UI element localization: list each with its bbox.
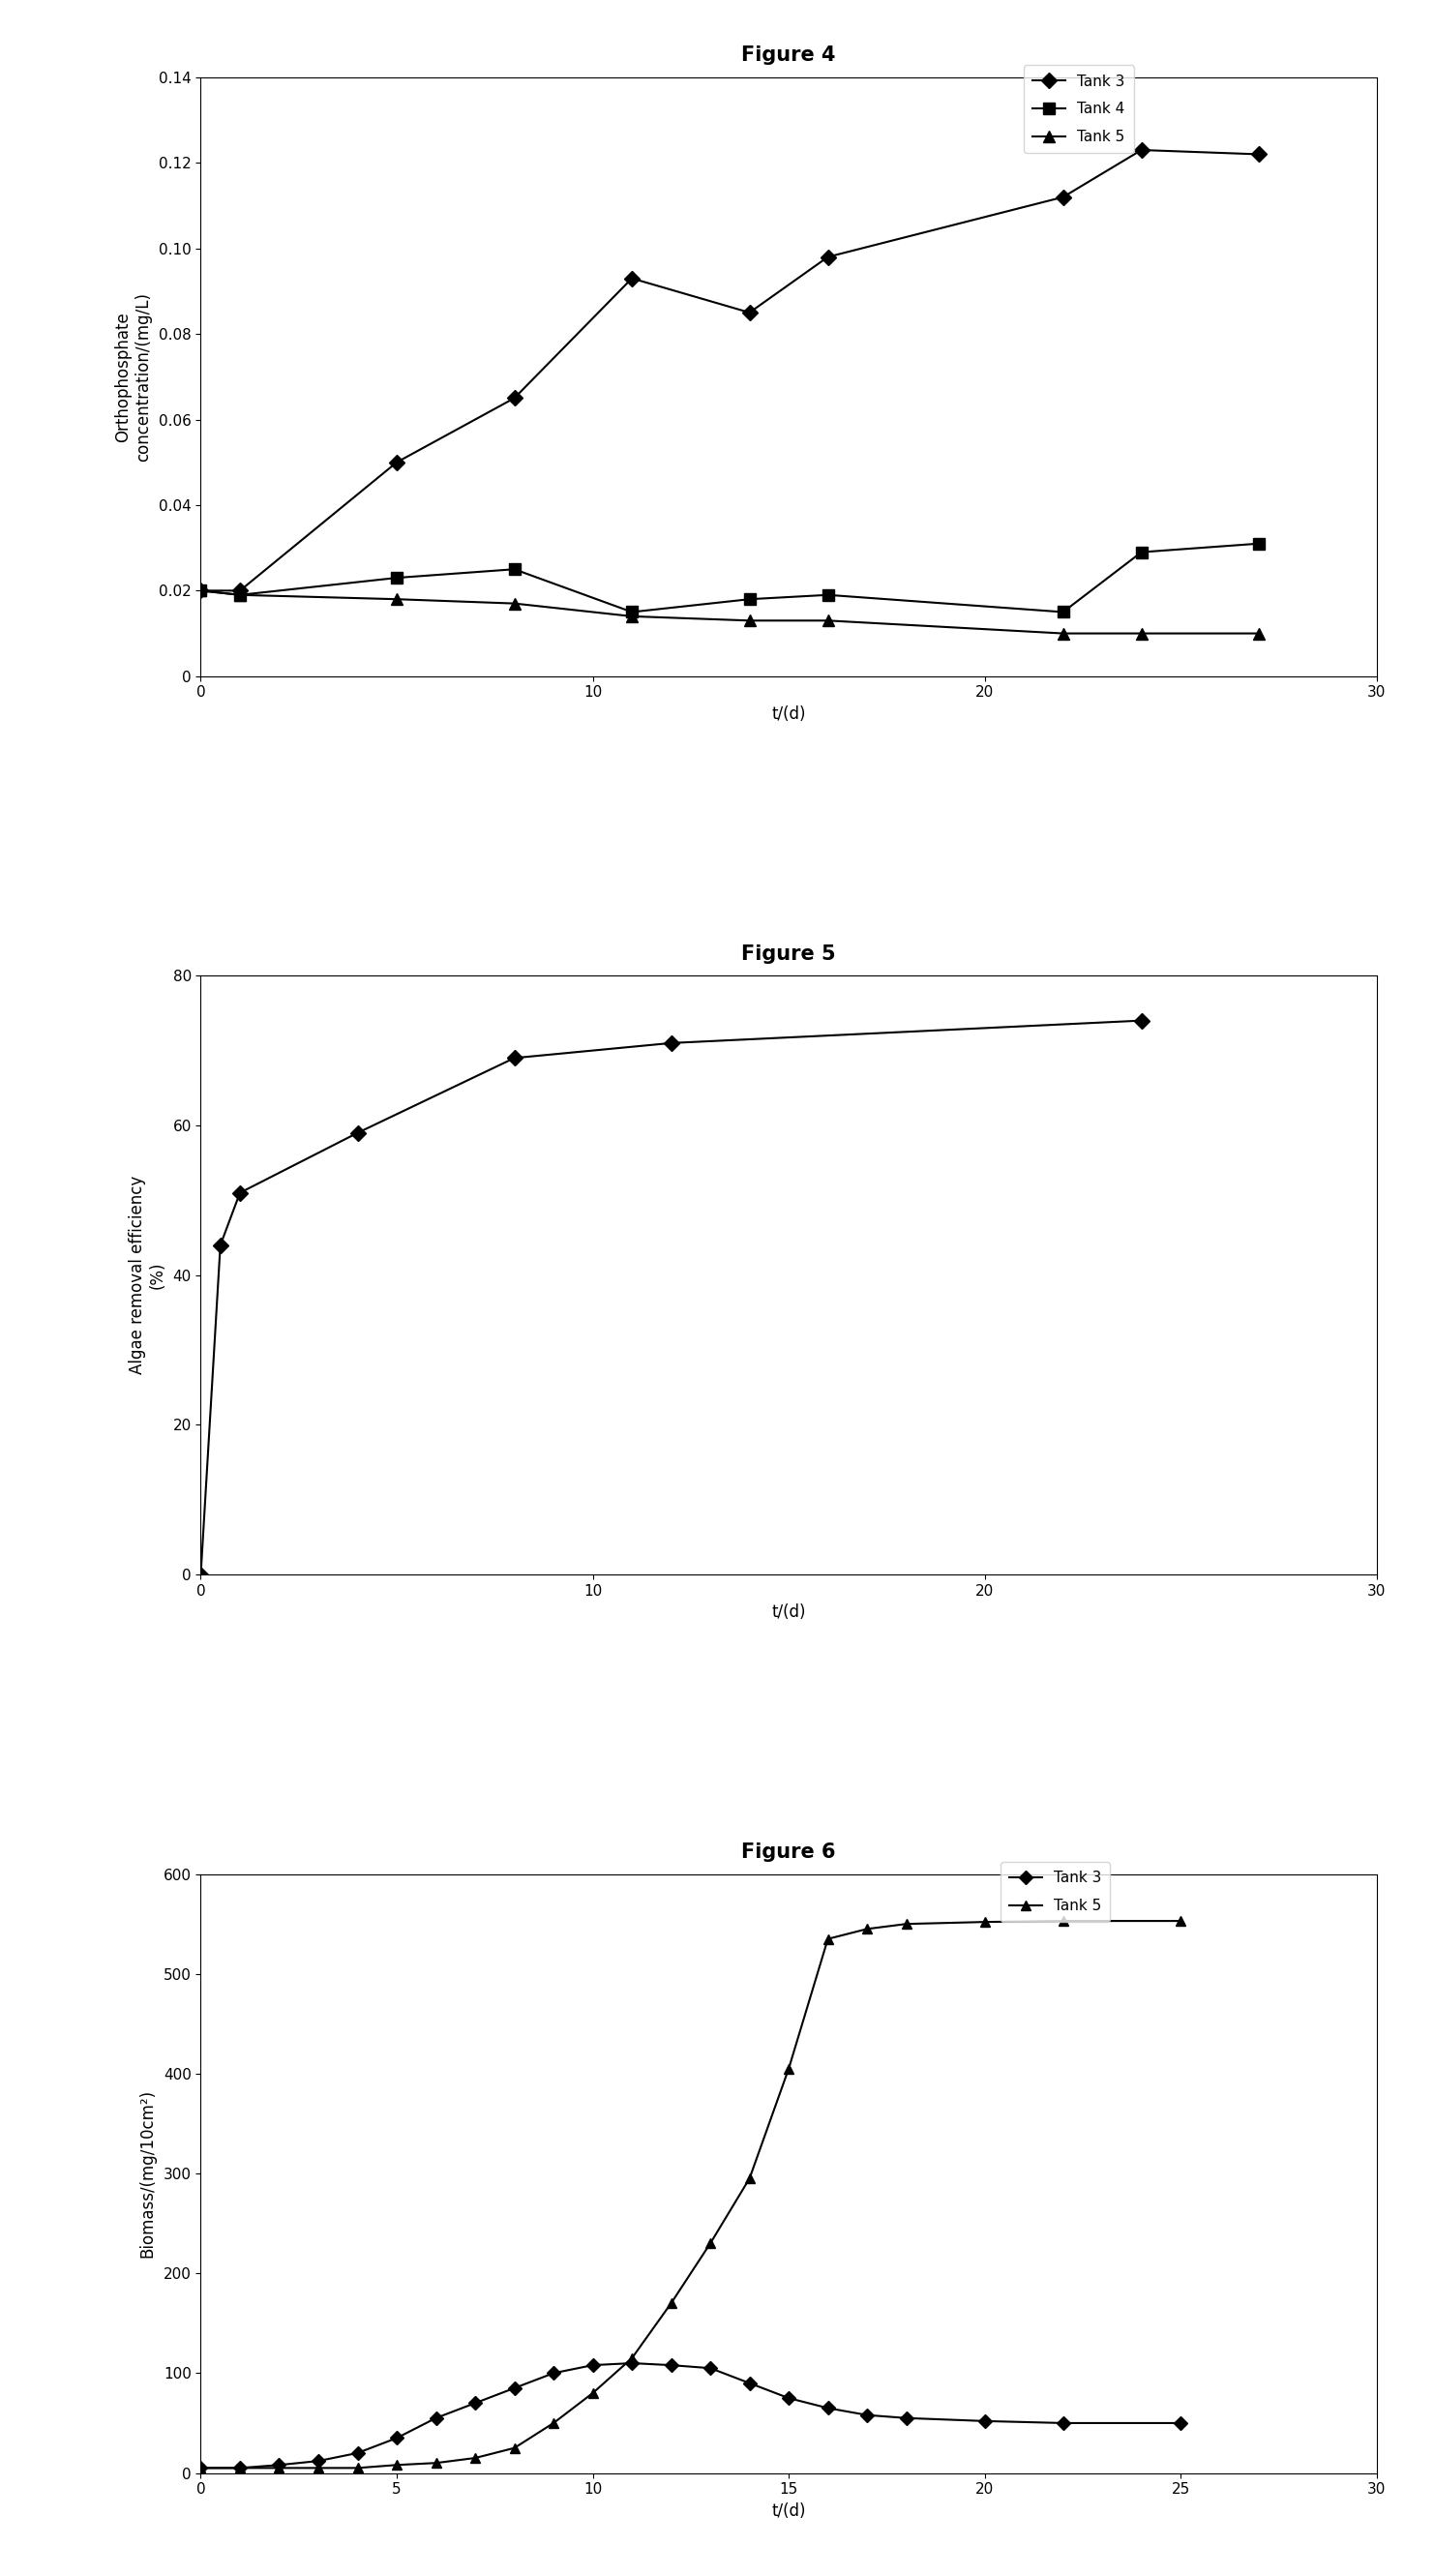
Tank 5 (701, 2228, 718, 2259)
Tank 3 (192, 574, 209, 605)
Tank 3 (624, 2347, 641, 2378)
Tank 4 (1133, 536, 1150, 567)
Tank 5 (819, 1924, 836, 1955)
Tank 5 (1054, 618, 1071, 649)
Tank 3 (859, 2401, 876, 2432)
Title: Figure 6: Figure 6 (741, 1842, 836, 1862)
Tank 5 (466, 2442, 483, 2473)
Tank 5 (427, 2447, 445, 2478)
Tank 5 (545, 2409, 562, 2439)
Tank 4 (1250, 528, 1268, 559)
X-axis label: t/(d): t/(d) (771, 2501, 806, 2519)
Tank 3 (898, 2403, 915, 2434)
Tank 3 (389, 446, 406, 477)
Tank 3 (231, 574, 248, 605)
Tank 5 (1172, 1906, 1189, 1937)
Tank 3 (701, 2352, 718, 2383)
Y-axis label: Biomass/(mg/10cm²): Biomass/(mg/10cm²) (139, 2089, 156, 2257)
Tank 5 (310, 2452, 327, 2483)
Tank 5 (780, 2053, 797, 2084)
Tank 5 (389, 2450, 406, 2481)
Tank 3 (466, 2388, 483, 2419)
Tank 5 (663, 2287, 680, 2318)
Tank 3 (780, 2383, 797, 2414)
Tank 5 (977, 1906, 994, 1937)
Tank 3 (271, 2450, 288, 2481)
Line: Tank 4: Tank 4 (195, 538, 1265, 618)
Title: Figure 4: Figure 4 (741, 46, 836, 64)
Tank 3 (624, 263, 641, 294)
Tank 3 (192, 2452, 209, 2483)
Tank 4 (231, 580, 248, 611)
Tank 4 (819, 580, 836, 611)
Tank 3 (741, 296, 759, 327)
Tank 5 (1054, 1906, 1071, 1937)
Tank 4 (741, 585, 759, 616)
Tank 5 (348, 2452, 366, 2483)
Tank 5 (271, 2452, 288, 2483)
Tank 3 (310, 2445, 327, 2476)
Tank 3 (1172, 2409, 1189, 2439)
Tank 5 (898, 1909, 915, 1940)
Tank 3 (819, 2393, 836, 2424)
Legend: Tank 3, Tank 5: Tank 3, Tank 5 (1001, 1862, 1110, 1922)
Tank 3 (1054, 2409, 1071, 2439)
Legend: Tank 3, Tank 4, Tank 5: Tank 3, Tank 4, Tank 5 (1024, 64, 1134, 152)
Tank 3 (584, 2349, 601, 2380)
Tank 5 (584, 2378, 601, 2409)
Tank 5 (192, 2452, 209, 2483)
Tank 5 (624, 600, 641, 631)
Tank 4 (1054, 598, 1071, 629)
Tank 5 (741, 605, 759, 636)
Tank 5 (819, 605, 836, 636)
Tank 3 (545, 2357, 562, 2388)
Tank 5 (624, 2342, 641, 2372)
Line: Tank 3: Tank 3 (196, 2360, 1186, 2473)
Tank 3 (506, 2372, 523, 2403)
Tank 3 (506, 384, 523, 415)
Tank 5 (506, 587, 523, 618)
Y-axis label: Algae removal efficiency
(%): Algae removal efficiency (%) (128, 1175, 166, 1376)
Line: Tank 5: Tank 5 (195, 585, 1265, 639)
Tank 5 (231, 580, 248, 611)
Tank 5 (859, 1914, 876, 1945)
Tank 3 (1133, 134, 1150, 165)
Tank 5 (1133, 618, 1150, 649)
Tank 4 (192, 574, 209, 605)
Tank 3 (231, 2452, 248, 2483)
Tank 5 (389, 585, 406, 616)
Tank 3 (1250, 139, 1268, 170)
Line: Tank 3: Tank 3 (195, 144, 1265, 595)
Tank 4 (506, 554, 523, 585)
X-axis label: t/(d): t/(d) (771, 1605, 806, 1620)
Tank 3 (819, 242, 836, 273)
Title: Figure 5: Figure 5 (741, 943, 836, 963)
Tank 3 (389, 2421, 406, 2452)
X-axis label: t/(d): t/(d) (771, 706, 806, 724)
Tank 5 (192, 574, 209, 605)
Y-axis label: Orthophosphate
concentration/(mg/L): Orthophosphate concentration/(mg/L) (115, 291, 152, 461)
Tank 5 (741, 2164, 759, 2195)
Tank 3 (348, 2437, 366, 2468)
Tank 3 (1054, 180, 1071, 214)
Tank 5 (506, 2432, 523, 2463)
Tank 3 (427, 2403, 445, 2434)
Tank 4 (624, 598, 641, 629)
Tank 5 (231, 2452, 248, 2483)
Line: Tank 5: Tank 5 (196, 1917, 1186, 2473)
Tank 5 (1250, 618, 1268, 649)
Tank 3 (977, 2406, 994, 2437)
Tank 4 (389, 562, 406, 592)
Tank 3 (663, 2349, 680, 2380)
Tank 3 (741, 2367, 759, 2398)
